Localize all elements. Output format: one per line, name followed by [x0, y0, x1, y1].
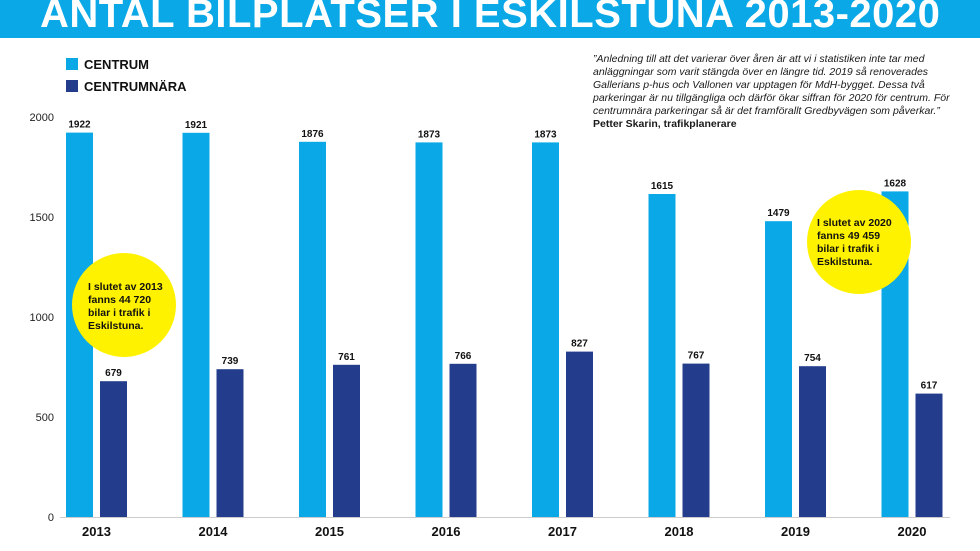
x-tick-label-2014: 2014 [199, 524, 229, 539]
quote-text: ”Anledning till att det varierar över år… [593, 53, 950, 117]
legend-swatch-centrum [66, 58, 78, 70]
data-label-centrumnara-2016: 766 [455, 351, 472, 362]
legend-label-centrumnara: CENTRUMNÄRA [84, 78, 187, 94]
title-bar: ANTAL BILPLATSER I ESKILSTUNA 2013-2020 [0, 0, 980, 38]
legend-item-centrum: CENTRUM [66, 54, 187, 74]
data-label-centrum-2014: 1921 [185, 120, 208, 131]
data-label-centrum-2020: 1628 [884, 178, 907, 189]
bar-centrumnara-2014 [216, 369, 244, 517]
bar-centrum-2018 [648, 194, 676, 517]
data-label-centrum-2016: 1873 [418, 129, 441, 140]
x-tick-label-2015: 2015 [315, 524, 344, 539]
data-label-centrum-2015: 1876 [301, 129, 324, 140]
data-label-centrum-2019: 1479 [767, 208, 790, 219]
data-label-centrum-2013: 1922 [68, 120, 91, 131]
data-label-centrumnara-2015: 761 [338, 352, 355, 363]
chart-title: ANTAL BILPLATSER I ESKILSTUNA 2013-2020 [40, 0, 941, 36]
y-tick-label-2: 1000 [30, 312, 54, 324]
x-tick-label-2013: 2013 [82, 524, 111, 539]
quote-block: ”Anledning till att det varierar över år… [593, 53, 953, 131]
data-label-centrumnara-2019: 754 [804, 353, 821, 364]
bar-centrumnara-2018 [682, 363, 710, 517]
bar-centrumnara-2020 [915, 393, 943, 517]
legend: CENTRUM CENTRUMNÄRA [66, 54, 187, 98]
info-bubble-2013: I slutet av 2013 fanns 44 720 bilar i tr… [72, 253, 176, 357]
y-tick-label-0: 0 [48, 512, 54, 524]
data-label-centrum-2018: 1615 [651, 181, 674, 192]
bar-centrumnara-2017 [566, 351, 593, 517]
bar-centrum-2016 [415, 142, 443, 517]
data-label-centrumnara-2018: 767 [688, 351, 705, 362]
legend-label-centrum: CENTRUM [84, 56, 149, 72]
bar-centrum-2014 [182, 132, 210, 518]
data-label-centrumnara-2014: 739 [222, 356, 239, 367]
bar-centrum-2017 [532, 142, 559, 517]
bar-centrum-2015 [299, 141, 326, 518]
y-tick-label-3: 1500 [30, 212, 54, 224]
y-tick-label-4: 2000 [30, 112, 54, 124]
data-label-centrumnara-2017: 827 [571, 339, 588, 350]
bar-centrumnara-2015 [333, 364, 360, 517]
y-tick-label-1: 500 [36, 412, 54, 424]
data-label-centrumnara-2013: 679 [105, 368, 122, 379]
legend-swatch-centrumnara [66, 80, 78, 92]
data-label-centrumnara-2020: 617 [921, 381, 938, 392]
x-tick-label-2017: 2017 [548, 524, 577, 539]
quote-author: Petter Skarin, trafikplanerare [593, 118, 737, 130]
bar-centrum-2019 [765, 221, 792, 517]
x-tick-label-2016: 2016 [432, 524, 461, 539]
bar-centrumnara-2019 [799, 366, 826, 517]
x-tick-label-2018: 2018 [665, 524, 694, 539]
legend-item-centrumnara: CENTRUMNÄRA [66, 76, 187, 96]
info-bubble-2020: I slutet av 2020 fanns 49 459 bilar i tr… [807, 190, 911, 294]
x-tick-label-2019: 2019 [781, 524, 810, 539]
bar-centrumnara-2016 [449, 363, 477, 517]
info-bubble-2020-text: I slutet av 2020 fanns 49 459 bilar i tr… [817, 217, 892, 268]
bar-centrumnara-2013 [100, 381, 127, 517]
x-tick-label-2020: 2020 [898, 524, 927, 539]
info-bubble-2013-text: I slutet av 2013 fanns 44 720 bilar i tr… [88, 281, 163, 332]
data-label-centrum-2017: 1873 [534, 129, 557, 140]
